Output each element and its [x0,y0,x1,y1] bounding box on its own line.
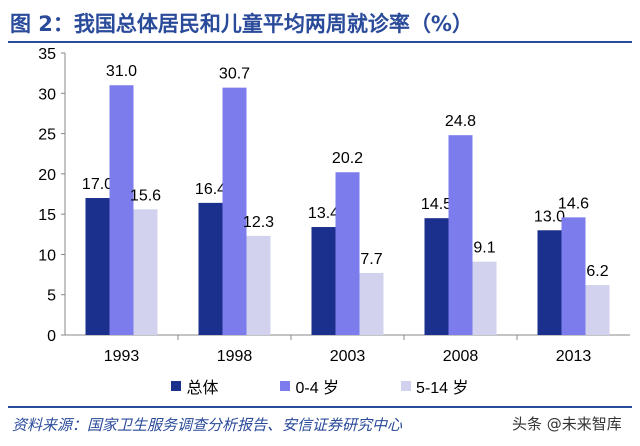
bar [472,261,497,335]
bar [222,87,247,335]
data-label: 14.5 [421,196,452,213]
bar [311,227,336,335]
data-label: 16.4 [195,181,226,198]
source-divider [8,406,632,408]
bar [424,218,449,335]
data-label: 24.8 [445,113,476,130]
x-tick-label: 2003 [330,348,366,365]
title-divider [8,41,632,43]
data-label: 7.7 [360,251,382,268]
bar [537,230,562,335]
bar [246,235,271,335]
bar [85,198,110,335]
y-tick-label: 15 [38,207,56,224]
y-tick-label: 25 [38,127,56,144]
legend-swatch [171,381,182,391]
legend-label: 5-14 岁 [416,380,469,397]
legend-item: 0-4 岁 [280,374,339,398]
legend-item: 5-14 岁 [401,374,469,398]
y-tick-label: 30 [38,86,56,103]
legend-label: 总体 [186,380,219,397]
legend-swatch [280,381,291,391]
bar [585,285,610,335]
data-label: 9.1 [473,240,495,257]
x-tick-label: 2013 [556,348,592,365]
watermark: 头条 @未来智库 [512,413,622,434]
y-tick-label: 0 [47,328,56,345]
x-tick-label: 2008 [443,348,479,365]
data-label: 12.3 [243,214,274,231]
data-label: 6.2 [586,263,608,280]
bar [109,85,134,335]
bar [133,209,158,335]
bar [198,202,223,335]
data-label: 20.2 [332,150,363,167]
source-note: 资料来源：国家卫生服务调查分析报告、安信证券研究中心 [12,416,403,434]
legend-swatch [401,381,412,391]
y-tick-label: 10 [38,247,56,264]
data-label: 30.7 [219,66,250,83]
data-label: 15.6 [130,187,161,204]
y-tick-label: 5 [47,288,56,305]
y-tick-label: 20 [38,167,56,184]
legend: 总体 0-4 岁 5-14 岁 [0,374,640,398]
legend-item: 总体 [171,374,218,398]
data-label: 17.0 [82,176,113,193]
y-tick-label: 35 [38,46,56,63]
data-label: 13.0 [534,208,565,225]
figure-title: 图 2：我国总体居民和儿童平均两周就诊率（%） [10,12,473,36]
x-tick-label: 1993 [104,348,140,365]
data-label: 13.4 [308,205,339,222]
data-label: 14.6 [558,195,589,212]
bar [335,172,360,335]
bar [359,272,384,335]
data-label: 31.0 [106,63,137,80]
legend-label: 0-4 岁 [295,380,340,397]
bar [448,135,473,335]
bar [561,217,586,335]
x-tick-label: 1998 [217,348,253,365]
